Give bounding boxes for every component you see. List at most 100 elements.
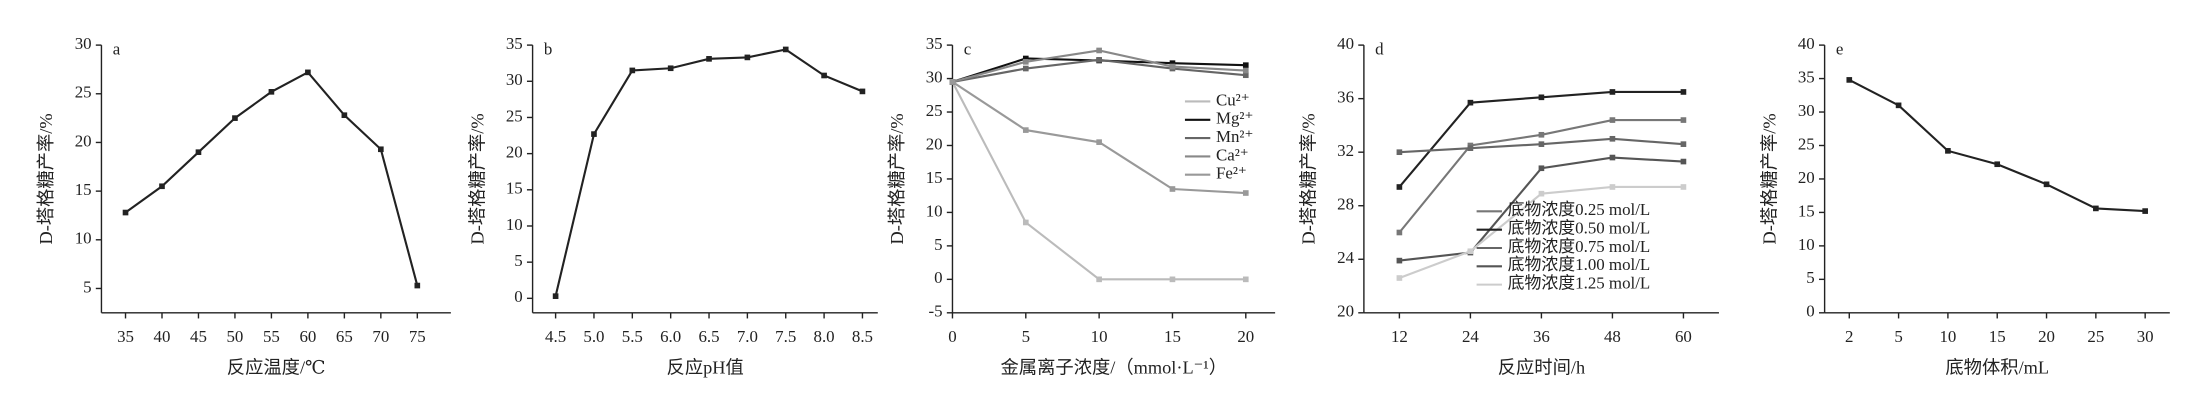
legend-label: Mg²⁺ — [1216, 109, 1253, 128]
y-tick-label: 25 — [926, 101, 943, 120]
data-line — [1398, 90, 1684, 188]
y-tick-label: 35 — [506, 34, 523, 53]
legend-label: 底物浓度1.00 mol/L — [1508, 255, 1651, 274]
data-point — [591, 131, 597, 137]
data-point — [1467, 248, 1474, 255]
x-tick-label: 5 — [1894, 327, 1902, 346]
y-tick-label: 10 — [506, 215, 523, 234]
data-point — [1538, 131, 1545, 138]
y-tick-label: 30 — [506, 70, 523, 89]
data-point — [1467, 99, 1474, 106]
data-point — [2043, 181, 2050, 188]
data-point — [1538, 165, 1545, 172]
data-point — [1994, 161, 2001, 168]
data-line — [1848, 78, 2146, 213]
legend-label: 底物浓度1.25 mol/L — [1508, 274, 1651, 293]
data-point — [1538, 190, 1545, 197]
y-tick-label: 30 — [1798, 101, 1815, 120]
x-tick-label: 7.5 — [775, 327, 796, 346]
data-point — [667, 65, 674, 72]
x-tick-label: 20 — [1237, 327, 1254, 346]
x-axis-label: 金属离子浓度/（mmol·L⁻¹） — [1001, 357, 1228, 377]
panel-label: e — [1836, 40, 1844, 59]
x-axis-label: 反应pH值 — [667, 357, 744, 377]
data-point — [1242, 62, 1249, 68]
legend-label: 底物浓度0.50 mol/L — [1508, 219, 1651, 238]
data-point — [1022, 55, 1029, 62]
data-point — [1846, 77, 1853, 83]
data-point — [1096, 276, 1102, 283]
y-tick-label: 20 — [926, 134, 943, 153]
data-point — [1169, 60, 1176, 66]
y-tick-label: 25 — [75, 83, 92, 102]
data-point — [1895, 102, 1902, 109]
data-point — [1096, 57, 1102, 63]
data-point — [744, 54, 751, 61]
x-tick-label: 12 — [1391, 327, 1408, 346]
x-axis-label: 反应温度/℃ — [227, 357, 326, 377]
x-tick-label: 8.0 — [814, 327, 835, 346]
x-tick-label: 60 — [1675, 327, 1692, 346]
x-tick-label: 50 — [226, 327, 243, 346]
y-tick-label: 10 — [926, 201, 943, 220]
data-point — [706, 56, 712, 62]
y-tick-label: 40 — [1798, 34, 1815, 53]
panel-label: c — [964, 40, 972, 59]
x-tick-label: 48 — [1604, 327, 1621, 346]
x-tick-label: 20 — [2038, 327, 2055, 346]
x-tick-label: 55 — [263, 327, 280, 346]
y-axis-label: D-塔格糖产率/% — [467, 113, 487, 244]
data-point — [859, 88, 866, 95]
x-tick-label: 15 — [1989, 327, 2006, 346]
y-tick-label: 35 — [1798, 67, 1815, 86]
data-point — [195, 149, 202, 156]
data-point — [378, 146, 384, 153]
y-tick-label: 20 — [1798, 168, 1815, 187]
x-tick-label: 45 — [190, 327, 207, 346]
data-point — [1242, 72, 1249, 79]
y-tick-label: 15 — [506, 179, 523, 198]
x-tick-label: 8.5 — [852, 327, 873, 346]
y-tick-label: 24 — [1337, 248, 1354, 267]
data-point — [821, 72, 827, 79]
data-point — [1169, 276, 1176, 283]
data-point — [1538, 141, 1545, 147]
y-tick-label: 20 — [506, 143, 523, 162]
data-point — [1609, 154, 1616, 161]
y-axis-label: D-塔格糖产率/% — [1759, 113, 1779, 244]
panel-label: d — [1375, 40, 1384, 59]
x-tick-label: 6.0 — [660, 327, 681, 346]
y-tick-label: 20 — [1337, 302, 1354, 321]
data-point — [1022, 219, 1029, 226]
data-point — [232, 115, 238, 121]
data-line — [124, 71, 419, 286]
y-tick-label: 5 — [934, 235, 942, 254]
y-tick-label: 30 — [75, 34, 92, 53]
x-tick-label: 70 — [372, 327, 389, 346]
x-tick-label: 5 — [1022, 327, 1030, 346]
x-tick-label: 35 — [117, 327, 134, 346]
data-point — [1242, 190, 1249, 196]
y-tick-label: 5 — [83, 277, 91, 296]
data-point — [159, 183, 165, 190]
y-tick-label: 35 — [926, 34, 943, 53]
data-point — [1945, 148, 1951, 154]
data-point — [1609, 117, 1616, 123]
x-tick-label: 24 — [1462, 327, 1479, 346]
x-tick-label: 6.5 — [698, 327, 719, 346]
data-point — [629, 67, 636, 74]
legend-label: Fe²⁺ — [1216, 164, 1247, 183]
y-tick-label: 0 — [934, 268, 942, 287]
y-tick-label: 0 — [514, 287, 522, 306]
x-tick-label: 10 — [1091, 327, 1108, 346]
data-point — [1169, 186, 1176, 192]
data-point — [1396, 184, 1403, 190]
x-tick-label: 10 — [1939, 327, 1956, 346]
x-tick-label: 25 — [2087, 327, 2104, 346]
data-point — [1467, 145, 1474, 151]
data-point — [1609, 135, 1616, 142]
data-point — [1680, 184, 1687, 190]
y-axis-label: D-塔格糖产率/% — [1299, 113, 1319, 244]
y-tick-label: 28 — [1337, 195, 1354, 214]
